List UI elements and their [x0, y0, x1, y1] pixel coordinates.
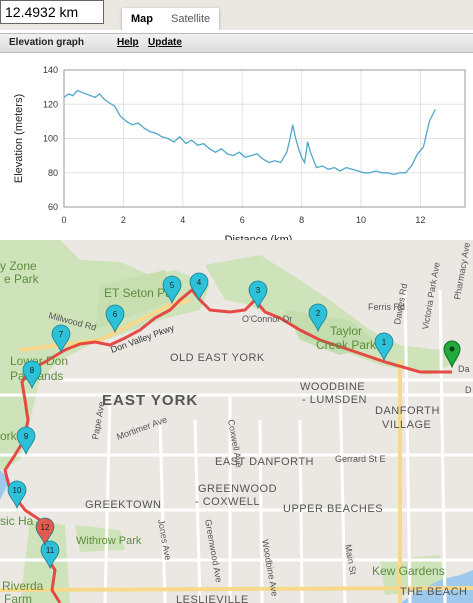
x-tick-label: 6 [240, 215, 245, 225]
map-label-park: y Zone [0, 259, 37, 273]
route-marker-label: 6 [113, 310, 118, 319]
map-label-park: sic Ha [0, 514, 34, 528]
route-marker-label: 5 [170, 281, 175, 290]
route-marker-5[interactable]: 5 [162, 275, 182, 305]
map-type-control: Map Satellite [122, 8, 220, 32]
route-marker-9[interactable]: 9 [16, 426, 36, 456]
y-tick-label: 140 [43, 65, 58, 75]
route-marker-12[interactable]: 12 [35, 517, 55, 547]
route-marker-8[interactable]: 8 [22, 360, 42, 390]
map-label-road: Gerrard St E [335, 454, 386, 464]
elevation-panel: Elevation graph Help Update 60 80 100 120 14… [0, 30, 473, 240]
map-label-area: - COXWELL [195, 496, 260, 508]
route-marker-2[interactable]: 2 [308, 303, 328, 333]
route-marker-label: 9 [24, 432, 29, 441]
map-label-park: orks [0, 429, 23, 443]
map-label-road: D [465, 385, 472, 395]
map-label-area: LESLIEVILLE [176, 594, 249, 603]
map-label-park: Farm [4, 592, 32, 603]
y-tick-label: 120 [43, 99, 58, 109]
route-marker-3[interactable]: 3 [248, 280, 268, 310]
route-marker-label: 10 [13, 486, 22, 495]
route-marker-10[interactable]: 10 [7, 480, 27, 510]
y-tick-label: 80 [48, 168, 58, 178]
elevation-chart: 60 80 100 120 140 0 2 4 6 8 10 12 Distance (km) Eleva… [13, 65, 466, 240]
route-marker-label: 8 [30, 366, 35, 375]
map-label-area: DANFORTH [375, 405, 440, 417]
map-label-area: OLD EAST YORK [170, 352, 265, 364]
tab-map[interactable]: Map [131, 13, 153, 25]
elevation-header: Elevation graph Help Update [0, 33, 473, 53]
route-marker-6[interactable]: 6 [105, 304, 125, 334]
map-label-park: ET Seton Pa [104, 286, 172, 300]
route-marker-label: 1 [382, 338, 387, 347]
elevation-line [63, 89, 436, 176]
x-tick-label: 8 [299, 215, 304, 225]
route-marker-4[interactable]: 4 [189, 272, 209, 302]
map-label-city: EAST YORK [102, 392, 198, 409]
map-label-area: THE BEACH [400, 586, 467, 598]
map-label-park: Kew Gardens [372, 564, 445, 578]
map-label-park: e Park [4, 272, 40, 286]
x-tick-label: 2 [121, 215, 126, 225]
route-marker-label: 12 [41, 523, 50, 532]
map-label-area: VILLAGE [382, 419, 431, 431]
map-label-park: Creek Park [316, 338, 377, 352]
route-start-marker[interactable] [443, 340, 461, 369]
x-axis-label: Distance (km) [225, 234, 293, 240]
y-tick-label: 60 [48, 202, 58, 212]
x-tick-label: 0 [61, 215, 66, 225]
x-tick-label: 10 [356, 215, 366, 225]
x-tick-label: 12 [415, 215, 425, 225]
map-label-area: WOODBINE [300, 381, 365, 393]
route-marker-label: 4 [197, 278, 202, 287]
elevation-title: Elevation graph [9, 37, 85, 48]
map-label-park: Taylor [330, 324, 362, 338]
help-link[interactable]: Help [117, 37, 139, 48]
route-marker-label: 3 [256, 286, 261, 295]
map-label-road: Da [458, 364, 470, 374]
route-marker-11[interactable]: 11 [40, 540, 60, 570]
y-tick-label: 100 [43, 134, 58, 144]
map-label-road: O'Connor Dr [242, 314, 292, 324]
update-link[interactable]: Update [148, 37, 182, 48]
map-label-area: GREEKTOWN [85, 499, 161, 511]
y-axis-label: Elevation (meters) [13, 94, 25, 183]
map-label-area: GREENWOOD [198, 483, 277, 495]
plot-frame [63, 69, 466, 208]
map-label-area: - LUMSDEN [302, 394, 367, 406]
tab-satellite[interactable]: Satellite [171, 13, 211, 25]
distance-readout: 12.4932 km [0, 0, 104, 24]
route-marker-label: 11 [46, 546, 55, 555]
map-label-park: Withrow Park [76, 535, 142, 547]
map-label-park: Riverda [2, 579, 44, 593]
map-label-area: EAST DANFORTH [215, 456, 314, 468]
route-marker-label: 2 [316, 309, 321, 318]
map-label-road: Ferris Rd [368, 302, 405, 312]
route-marker-7[interactable]: 7 [51, 324, 71, 354]
route-marker-1[interactable]: 1 [374, 332, 394, 362]
route-marker-label: 7 [59, 330, 64, 339]
x-tick-label: 4 [180, 215, 185, 225]
map-label-area: UPPER BEACHES [283, 503, 383, 515]
